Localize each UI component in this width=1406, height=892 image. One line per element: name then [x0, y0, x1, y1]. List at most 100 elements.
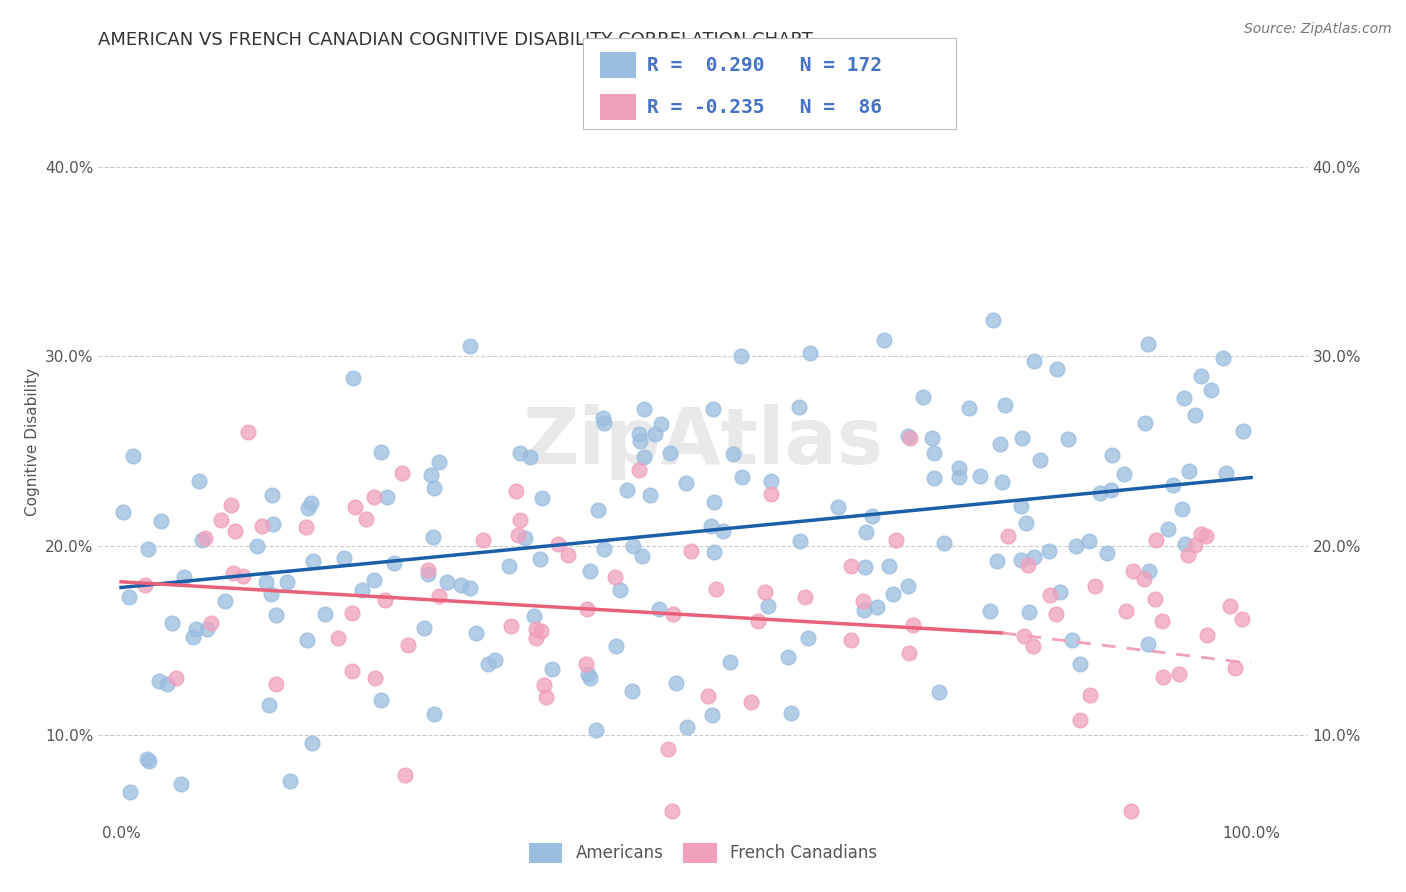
Point: [427, 590, 450, 604]
Point: [1219, 599, 1241, 614]
Point: [232, 569, 254, 583]
Point: [948, 461, 970, 475]
Point: [1028, 452, 1050, 467]
Point: [1184, 409, 1206, 423]
Point: [530, 624, 553, 638]
Point: [1060, 633, 1083, 648]
Point: [862, 509, 884, 524]
Point: [1121, 565, 1143, 579]
Point: [697, 689, 720, 703]
Point: [638, 487, 661, 501]
Point: [370, 693, 392, 707]
Point: [718, 655, 741, 669]
Point: [136, 752, 159, 766]
Point: [1178, 464, 1201, 478]
Point: [352, 583, 374, 598]
Point: [675, 475, 697, 490]
Point: [579, 671, 602, 685]
Point: [1177, 548, 1199, 562]
Point: [969, 469, 991, 483]
Point: [661, 607, 683, 621]
Point: [990, 437, 1012, 451]
Point: [122, 449, 145, 463]
Point: [375, 490, 398, 504]
Point: [1049, 585, 1071, 599]
Point: [1173, 391, 1195, 405]
Point: [1038, 544, 1060, 558]
Point: [382, 556, 405, 570]
Point: [900, 431, 922, 445]
Point: [557, 548, 579, 562]
Point: [703, 545, 725, 559]
Point: [633, 450, 655, 465]
Point: [295, 520, 318, 534]
Point: [928, 684, 950, 698]
Point: [897, 579, 920, 593]
Point: [647, 601, 669, 615]
Point: [1112, 467, 1135, 481]
Point: [191, 533, 214, 547]
Point: [620, 683, 643, 698]
Point: [1069, 657, 1091, 671]
Point: [1022, 549, 1045, 564]
Point: [1101, 448, 1123, 462]
Point: [524, 631, 547, 645]
Point: [759, 474, 782, 488]
Point: [997, 529, 1019, 543]
Point: [340, 607, 363, 621]
Point: [1022, 354, 1045, 368]
Point: [1066, 539, 1088, 553]
Point: [1078, 534, 1101, 549]
Point: [523, 608, 546, 623]
Point: [150, 514, 173, 528]
Point: [422, 530, 444, 544]
Point: [793, 591, 815, 605]
Point: [1137, 336, 1160, 351]
Point: [1039, 589, 1062, 603]
Point: [1232, 425, 1254, 439]
Point: [1163, 478, 1185, 492]
Point: [1121, 804, 1143, 818]
Point: [948, 470, 970, 484]
Point: [246, 540, 269, 554]
Point: [266, 677, 288, 691]
Point: [427, 455, 450, 469]
Point: [509, 513, 531, 527]
Point: [219, 498, 242, 512]
Point: [120, 785, 142, 799]
Point: [797, 631, 820, 645]
Point: [436, 574, 458, 589]
Point: [756, 599, 779, 614]
Text: R =  0.290   N = 172: R = 0.290 N = 172: [647, 55, 882, 75]
Point: [1084, 579, 1107, 593]
Point: [932, 536, 955, 550]
Point: [314, 607, 336, 621]
Point: [897, 428, 920, 442]
Point: [111, 505, 134, 519]
Point: [1195, 529, 1218, 543]
Point: [1099, 483, 1122, 498]
Point: [370, 444, 392, 458]
Point: [799, 346, 821, 360]
Point: [779, 706, 801, 721]
Point: [416, 566, 439, 581]
Point: [754, 585, 776, 599]
Point: [1088, 486, 1111, 500]
Point: [778, 649, 800, 664]
Point: [621, 539, 644, 553]
Legend: Americans, French Canadians: Americans, French Canadians: [522, 837, 884, 869]
Point: [650, 417, 672, 431]
Point: [254, 575, 277, 590]
Point: [363, 490, 385, 504]
Point: [509, 445, 531, 459]
Point: [138, 754, 160, 768]
Point: [299, 496, 322, 510]
Point: [852, 602, 875, 616]
Point: [374, 593, 396, 607]
Point: [214, 594, 236, 608]
Point: [700, 519, 723, 533]
Point: [593, 416, 616, 430]
Point: [922, 471, 945, 485]
Point: [711, 524, 734, 538]
Point: [1115, 604, 1137, 618]
